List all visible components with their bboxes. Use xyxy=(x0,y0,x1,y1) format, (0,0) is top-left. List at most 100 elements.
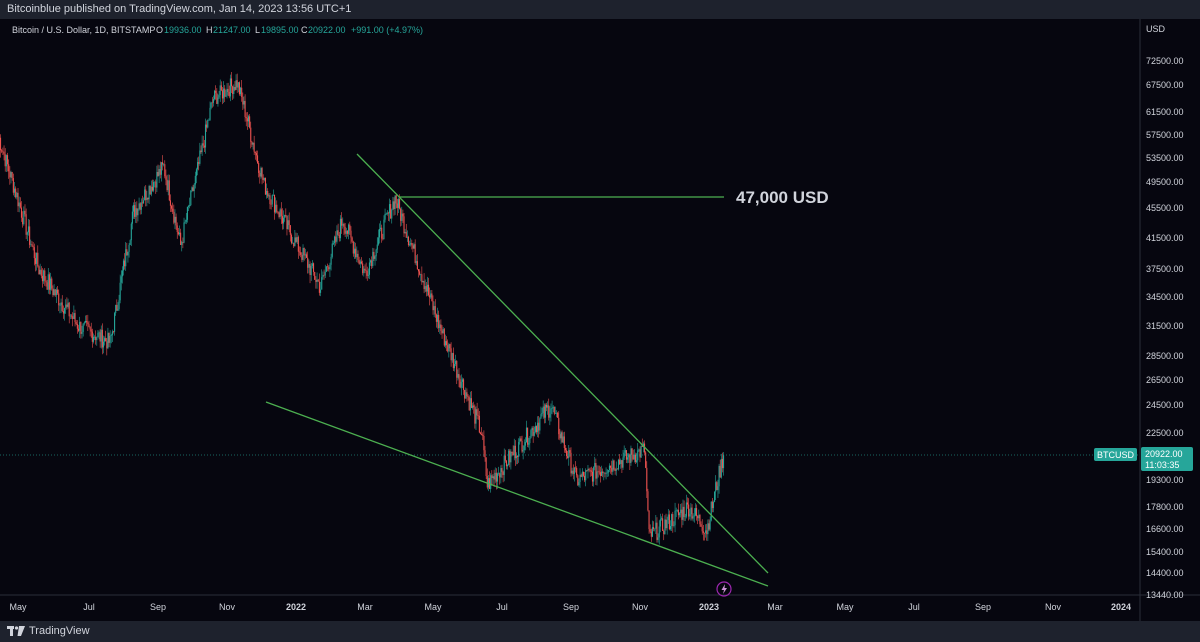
candle-up xyxy=(322,274,324,278)
candle-down xyxy=(141,202,143,204)
tradingview-logo[interactable]: TradingView xyxy=(7,621,90,642)
candle-up xyxy=(633,454,635,460)
candle-up xyxy=(465,392,467,399)
candle-up xyxy=(191,187,193,191)
candle-down xyxy=(323,274,325,276)
candle-up xyxy=(130,223,132,241)
price-tick-label: 22500.00 xyxy=(1146,428,1184,438)
candle-down xyxy=(580,474,582,477)
chart-pane[interactable]: Bitcoin / U.S. Dollar, 1D, BITSTAMP O 19… xyxy=(0,19,1200,621)
candle-up xyxy=(271,195,273,205)
price-axis-currency: USD xyxy=(1146,24,1166,34)
lightning-bolt xyxy=(721,584,727,594)
candle-down xyxy=(663,530,665,534)
candle-down xyxy=(602,471,604,474)
candle-up xyxy=(183,222,185,243)
candle-down xyxy=(37,252,39,267)
candle-down xyxy=(452,353,454,369)
candle-up xyxy=(496,473,499,482)
time-tick-label: Sep xyxy=(975,602,991,612)
candle-down xyxy=(147,197,149,200)
candle-up xyxy=(607,470,609,473)
candle-up xyxy=(363,268,365,274)
candle-up xyxy=(97,332,99,338)
plot-area[interactable] xyxy=(0,19,1140,595)
candle-up xyxy=(544,404,546,418)
upper-trendline[interactable] xyxy=(356,153,769,574)
candle-down xyxy=(357,253,359,260)
candle-down xyxy=(402,213,404,217)
candle-down xyxy=(192,187,194,192)
candle-up xyxy=(528,443,530,445)
candle-down xyxy=(261,168,263,178)
candle-up xyxy=(356,253,358,258)
candle-up xyxy=(204,124,207,148)
candle-up xyxy=(442,329,444,334)
lightning-icon[interactable] xyxy=(716,581,732,597)
candle-up xyxy=(571,470,573,474)
candle-down xyxy=(358,259,360,264)
legend-symbol: Bitcoin / U.S. Dollar, 1D, BITSTAMP xyxy=(12,25,155,35)
candle-down xyxy=(604,472,606,474)
candle-up xyxy=(16,192,18,198)
candle-down xyxy=(280,209,282,217)
candle-up xyxy=(331,243,333,257)
candle-down xyxy=(1,150,3,152)
last-price-tag: BTCUSD 20922.00 11:03:35 xyxy=(1094,447,1193,471)
candle-up xyxy=(654,528,656,530)
candle-up xyxy=(637,450,639,461)
candle-down xyxy=(48,274,50,290)
legend-c-label: C xyxy=(301,25,308,35)
candle-down xyxy=(253,142,255,152)
candle-up xyxy=(460,381,462,388)
candle-down xyxy=(250,127,252,142)
candle-down xyxy=(656,522,658,540)
candle-down xyxy=(464,389,466,399)
price-chart[interactable]: Bitcoin / U.S. Dollar, 1D, BITSTAMP O 19… xyxy=(0,19,1200,621)
candle-down xyxy=(298,251,301,253)
candle-down xyxy=(155,181,157,188)
candle-down xyxy=(169,200,171,206)
candle-down xyxy=(77,328,80,331)
candle-down xyxy=(15,188,17,198)
candle-up xyxy=(522,450,524,452)
candle-up xyxy=(492,476,494,478)
time-tick-label: Mar xyxy=(357,602,373,612)
events-marker[interactable] xyxy=(716,581,732,597)
candle-up xyxy=(302,247,304,260)
candle-up xyxy=(530,430,532,438)
candle-up xyxy=(669,526,672,530)
lower-trendline[interactable] xyxy=(265,401,769,587)
candle-down xyxy=(134,205,136,217)
candle-up xyxy=(23,210,25,225)
candle-up xyxy=(673,525,675,526)
candle-up xyxy=(376,244,378,250)
candle-down xyxy=(91,331,93,342)
candle-down xyxy=(337,230,339,235)
candle-up xyxy=(47,274,49,290)
candle-down xyxy=(446,341,448,346)
candle-down xyxy=(227,88,229,92)
candle-up xyxy=(404,231,406,234)
candle-down xyxy=(400,208,402,221)
price-axis[interactable] xyxy=(1140,19,1200,621)
legend-o-label: O xyxy=(156,25,163,35)
price-tick-label: 49500.00 xyxy=(1146,177,1184,187)
candle-down xyxy=(251,141,253,145)
ohlc-legend: O 19936.00 H 21247.00 L 19895.00 C 20922… xyxy=(156,25,423,35)
legend-o-value: 19936.00 xyxy=(164,25,202,35)
candle-down xyxy=(625,450,627,460)
candle-down xyxy=(224,88,226,97)
candle-down xyxy=(24,210,26,215)
price-tick-label: 53500.00 xyxy=(1146,153,1184,163)
candle-down xyxy=(168,180,170,201)
candle-down xyxy=(486,476,488,488)
candle-down xyxy=(276,204,278,212)
candle-down xyxy=(136,208,138,216)
candle-down xyxy=(431,293,433,301)
candle-down xyxy=(474,407,476,424)
drawings-layer[interactable]: 47,000 USD xyxy=(265,153,829,587)
candle-down xyxy=(74,313,76,323)
candle-up xyxy=(655,522,657,529)
candle-up xyxy=(529,437,531,444)
